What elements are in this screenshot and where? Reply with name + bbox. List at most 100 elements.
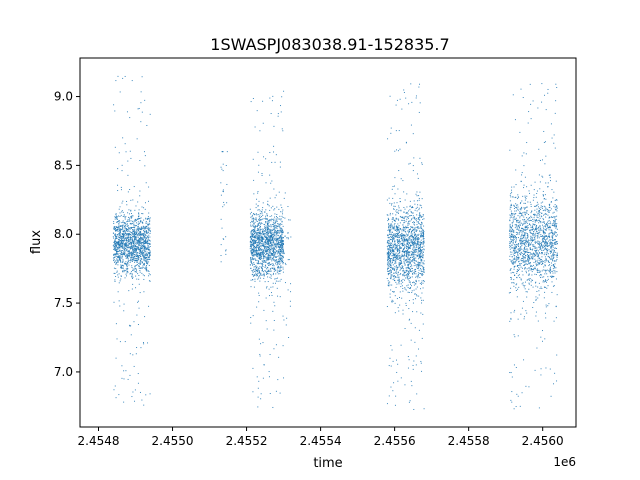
data-point — [135, 250, 137, 252]
data-point — [421, 233, 423, 235]
data-point — [420, 288, 422, 290]
data-point — [143, 256, 145, 258]
data-point — [404, 236, 406, 238]
data-point — [410, 339, 412, 341]
data-point — [278, 244, 280, 246]
data-point — [512, 213, 514, 215]
data-point — [402, 219, 404, 221]
data-point — [277, 242, 279, 244]
data-point — [263, 218, 265, 220]
data-point — [423, 267, 425, 269]
data-point — [420, 243, 422, 245]
data-point — [121, 239, 123, 241]
data-point — [121, 211, 123, 213]
data-point — [407, 227, 409, 229]
data-point — [275, 244, 277, 246]
data-point — [138, 255, 140, 257]
data-point — [128, 220, 130, 222]
data-point — [272, 233, 274, 235]
data-point — [387, 236, 389, 238]
data-point — [139, 228, 141, 230]
data-point — [262, 254, 264, 255]
data-point — [118, 257, 120, 259]
data-point — [398, 249, 400, 251]
data-point — [255, 254, 257, 256]
data-point — [413, 252, 415, 254]
data-point — [399, 246, 401, 248]
data-point — [409, 206, 411, 208]
data-point — [550, 247, 552, 249]
data-point — [129, 236, 131, 238]
data-point — [126, 229, 128, 231]
data-point — [418, 295, 420, 297]
data-point — [410, 233, 412, 235]
data-point — [272, 205, 274, 207]
data-point — [398, 238, 400, 240]
data-point — [545, 260, 547, 262]
data-point — [269, 231, 271, 233]
data-point — [257, 214, 259, 216]
data-point — [272, 243, 274, 245]
data-point — [287, 289, 289, 291]
data-point — [133, 365, 135, 367]
data-point — [147, 232, 149, 234]
data-point — [122, 230, 124, 232]
data-point — [413, 236, 415, 238]
data-point — [119, 305, 121, 307]
data-point — [389, 260, 391, 262]
data-point — [265, 253, 267, 255]
data-point — [409, 236, 411, 238]
data-point — [541, 235, 543, 237]
data-point — [541, 261, 543, 263]
data-point — [148, 228, 150, 230]
data-point — [270, 256, 272, 258]
data-point — [539, 211, 541, 213]
data-point — [402, 268, 404, 270]
data-point — [258, 253, 260, 255]
data-point — [140, 260, 142, 262]
data-point — [399, 228, 401, 230]
data-point — [511, 376, 513, 378]
data-point — [518, 227, 520, 229]
data-point — [267, 231, 269, 233]
data-point — [273, 257, 275, 259]
data-point — [410, 256, 412, 258]
data-point — [389, 269, 391, 271]
data-point — [120, 250, 122, 252]
data-point — [130, 272, 132, 274]
data-point — [279, 260, 281, 262]
data-point — [390, 271, 392, 273]
data-point — [253, 253, 255, 255]
data-point — [131, 238, 133, 240]
data-point — [387, 253, 389, 255]
data-point — [273, 226, 275, 228]
data-point — [510, 196, 512, 198]
data-point — [253, 229, 255, 231]
data-point — [138, 262, 140, 264]
data-point — [144, 236, 146, 238]
data-point — [412, 251, 414, 253]
data-point — [137, 301, 139, 303]
data-point — [124, 227, 126, 229]
data-point — [265, 259, 267, 261]
data-point — [392, 258, 394, 260]
data-point — [258, 255, 260, 257]
data-point — [269, 152, 271, 154]
data-point — [148, 229, 150, 231]
data-point — [268, 225, 270, 227]
data-point — [252, 254, 254, 256]
data-point — [269, 244, 271, 246]
data-point — [531, 265, 533, 267]
data-point — [260, 248, 262, 250]
data-point — [406, 238, 408, 240]
data-point — [408, 267, 410, 269]
data-point — [529, 261, 531, 263]
data-point — [393, 259, 395, 261]
data-point — [128, 213, 130, 215]
data-point — [422, 299, 424, 301]
data-point — [532, 254, 534, 256]
data-point — [123, 237, 125, 239]
data-point — [136, 258, 138, 260]
data-point — [113, 221, 115, 223]
data-point — [260, 232, 262, 234]
